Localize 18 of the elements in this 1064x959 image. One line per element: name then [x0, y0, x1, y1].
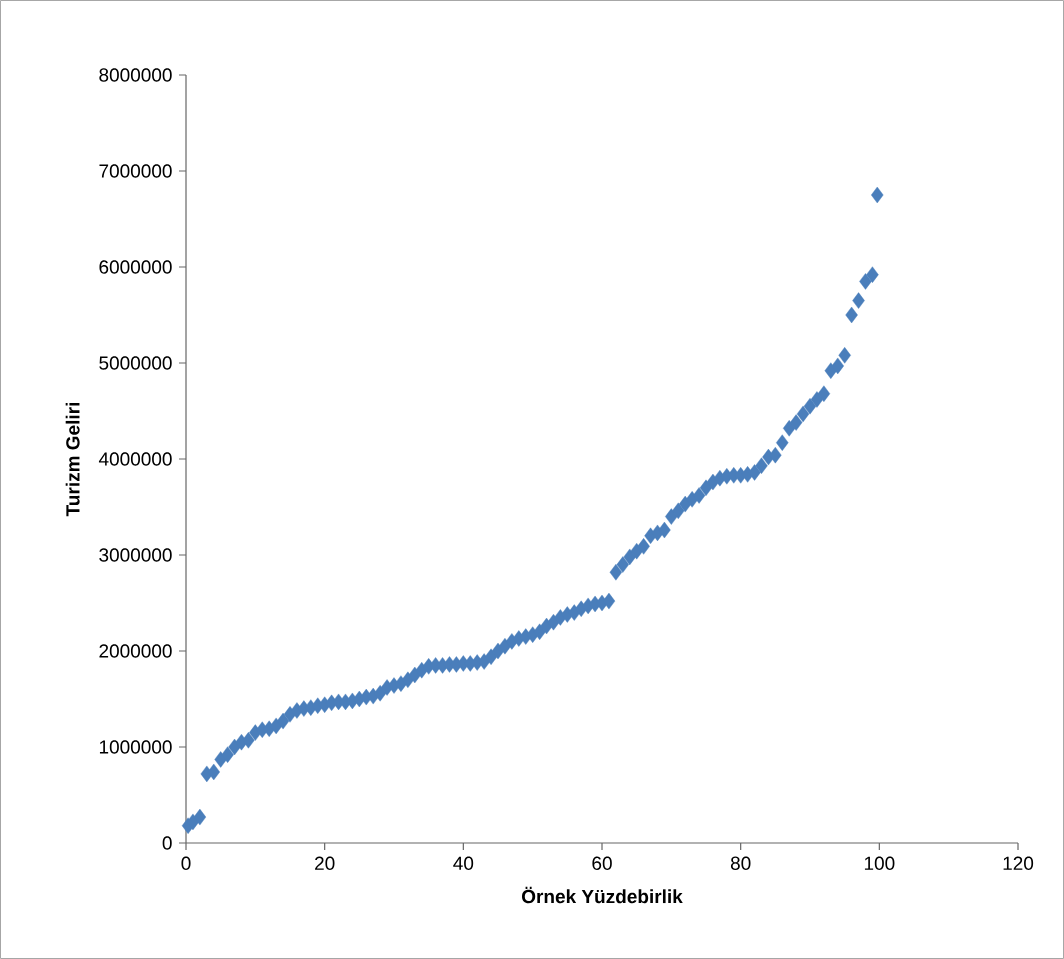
- y-tick-label: 5000000: [99, 356, 172, 370]
- y-tick-label: 3000000: [99, 548, 172, 562]
- y-axis-title: Turizm Geliri: [65, 402, 80, 517]
- x-tick-label: 80: [730, 856, 751, 870]
- y-tick-label: 8000000: [99, 68, 172, 82]
- x-axis-title: Örnek Yüzdebirlik: [522, 886, 683, 904]
- y-tick-label: 0: [162, 836, 172, 850]
- y-tick-label: 4000000: [98, 452, 172, 466]
- x-tick-label: 40: [453, 856, 474, 870]
- y-tick-label: 1000000: [99, 740, 172, 754]
- y-tick-label: 7000000: [99, 164, 172, 178]
- x-tick-label: 20: [315, 856, 335, 870]
- y-tick-label: 6000000: [99, 260, 172, 274]
- x-tick-label: 0: [181, 856, 191, 870]
- x-tick-label: 100: [864, 856, 895, 870]
- x-tick-label: 120: [1003, 856, 1034, 870]
- y-tick-label: 2000000: [99, 644, 172, 658]
- x-tick-label: 60: [592, 856, 612, 870]
